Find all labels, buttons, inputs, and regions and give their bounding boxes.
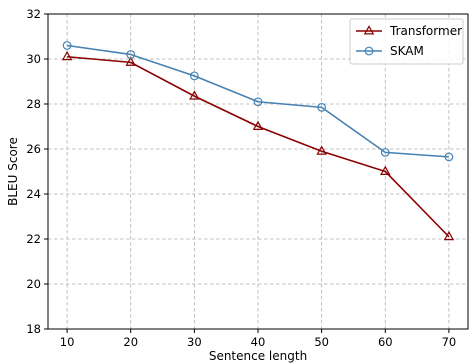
y-tick-label: 30 bbox=[26, 52, 41, 66]
data-point bbox=[62, 41, 72, 50]
data-point bbox=[126, 50, 136, 59]
x-tick-label: 70 bbox=[442, 335, 457, 349]
data-point bbox=[189, 90, 200, 100]
series-transformer bbox=[61, 50, 455, 241]
legend-entry-transformer: Transformer bbox=[356, 24, 462, 38]
y-axis-label: BLEU Score bbox=[6, 137, 20, 206]
y-tick-label: 26 bbox=[26, 142, 41, 156]
data-point bbox=[189, 71, 199, 81]
data-point bbox=[380, 147, 390, 157]
legend-label: Transformer bbox=[389, 24, 462, 38]
data-point bbox=[443, 230, 455, 241]
data-point bbox=[125, 56, 136, 66]
legend-marker bbox=[363, 25, 375, 35]
x-axis-label: Sentence length bbox=[209, 349, 307, 363]
series-line bbox=[67, 55, 450, 238]
y-tick-label: 22 bbox=[26, 232, 41, 246]
data-point bbox=[317, 102, 327, 112]
y-tick-label: 24 bbox=[26, 187, 41, 201]
legend: Transformer SKAM bbox=[349, 18, 464, 65]
legend-label: SKAM bbox=[390, 44, 424, 58]
x-tick-label: 60 bbox=[378, 335, 393, 349]
data-point bbox=[444, 152, 454, 162]
data-point bbox=[316, 145, 327, 155]
x-tick-label: 10 bbox=[60, 335, 75, 349]
y-tick-label: 20 bbox=[26, 277, 41, 291]
data-series bbox=[61, 41, 455, 241]
axis-ticks: 10 20 30 40 50 60 70 18 20 22 24 26 28 30 32 bbox=[26, 7, 456, 349]
y-tick-label: 18 bbox=[26, 322, 41, 336]
legend-marker bbox=[364, 46, 374, 56]
series-skam bbox=[62, 41, 454, 162]
data-point bbox=[61, 50, 73, 61]
x-tick-label: 20 bbox=[123, 335, 138, 349]
x-tick-label: 40 bbox=[251, 335, 266, 349]
plot-frame bbox=[47, 13, 469, 330]
y-tick-label: 32 bbox=[26, 7, 41, 21]
grid bbox=[48, 13, 468, 330]
legend-entry-skam: SKAM bbox=[356, 44, 424, 58]
x-tick-label: 50 bbox=[314, 335, 329, 349]
x-tick-label: 30 bbox=[187, 335, 202, 349]
series-line bbox=[66, 44, 449, 158]
data-point bbox=[253, 97, 263, 107]
y-tick-label: 28 bbox=[26, 97, 41, 111]
data-point bbox=[380, 165, 391, 175]
data-point bbox=[252, 120, 264, 130]
